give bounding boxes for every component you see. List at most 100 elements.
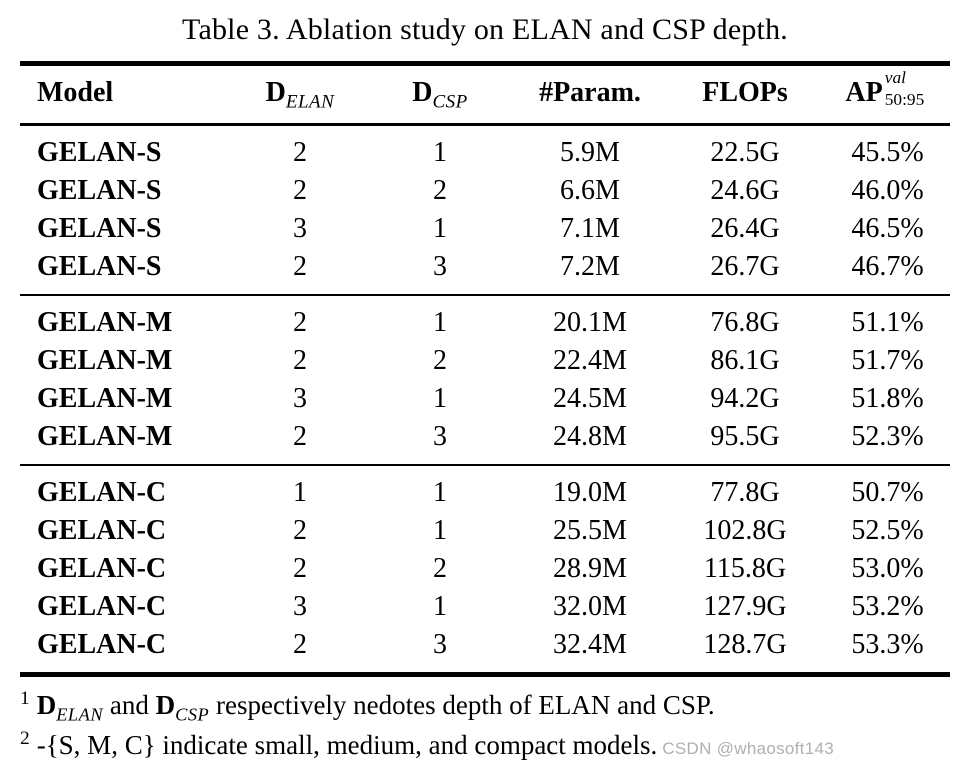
table-cell: 77.8G: [710, 477, 780, 508]
table-cell: 94.2G: [710, 383, 780, 414]
table-cell: 5.9M: [560, 137, 620, 168]
table-cell: 19.0M: [553, 477, 627, 508]
col-header-model: Model: [37, 77, 114, 108]
ap-scripts: val 50:95: [883, 69, 930, 109]
table-cell: 102.8G: [703, 515, 787, 546]
fn1-d-csp-base: D: [155, 690, 176, 720]
model-cell: GELAN-S: [37, 137, 162, 168]
table-row: GELAN-C 3 1 32.0M 127.9G 53.2%: [20, 588, 950, 626]
model-cell: GELAN-M: [37, 307, 173, 338]
table-cell: 1: [433, 137, 447, 168]
fn1-d-csp-sub: CSP: [175, 704, 210, 725]
ablation-table: Model DELAN DCSP #Param. FLOPs AP val 50:9…: [20, 61, 950, 677]
table-cell: 128.7G: [703, 629, 787, 660]
model-cell: GELAN-S: [37, 175, 162, 206]
ap-superscript: val: [884, 67, 906, 87]
table-cell: 1: [433, 515, 447, 546]
table-cell: 53.3%: [851, 629, 924, 660]
table-row: GELAN-S 2 3 7.2M 26.7G 46.7%: [20, 248, 950, 295]
table-cell: 52.3%: [851, 421, 924, 452]
watermark: CSDN @whaosoft143: [662, 739, 834, 758]
table-cell: 2: [433, 345, 447, 376]
table-group: GELAN-M 2 1 20.1M 76.8G 51.1% GELAN-M 2 2 22.4M 86…: [20, 295, 950, 465]
table-cell: 24.8M: [553, 421, 627, 452]
table-cell: 127.9G: [703, 591, 787, 622]
table-row: GELAN-S 3 1 7.1M 26.4G 46.5%: [20, 210, 950, 248]
fn2-text: -{S, M, C} indicate small, medium, and c…: [36, 730, 658, 760]
model-cell: GELAN-C: [37, 553, 167, 584]
model-cell: GELAN-M: [37, 383, 173, 414]
table-cell: 53.2%: [851, 591, 924, 622]
table-cell: 3: [433, 421, 447, 452]
table-cell: 1: [433, 383, 447, 414]
table-cell: 1: [433, 307, 447, 338]
ap-base: AP: [845, 77, 883, 108]
table-cell: 52.5%: [851, 515, 924, 546]
table-cell: 53.0%: [851, 553, 924, 584]
table-row: GELAN-M 3 1 24.5M 94.2G 51.8%: [20, 380, 950, 418]
fn1-d-elan-base: D: [36, 690, 57, 720]
table-cell: 51.1%: [851, 307, 924, 338]
table-footnotes: 1 DELAN and DCSP respectively nedotes dep…: [20, 687, 960, 767]
model-cell: GELAN-M: [37, 421, 173, 452]
table-row: GELAN-C 2 2 28.9M 115.8G 53.0%: [20, 550, 950, 588]
table-cell: 86.1G: [710, 345, 780, 376]
model-cell: GELAN-M: [37, 345, 173, 376]
table-cell: 46.7%: [851, 251, 924, 282]
table-cell: 2: [293, 629, 307, 660]
table-group: GELAN-C 1 1 19.0M 77.8G 50.7% GELAN-C 2 1 25.5M 10…: [20, 465, 950, 675]
fn1-rest-text: respectively nedotes depth of ELAN and C…: [209, 690, 715, 720]
footnote-2: 2 -{S, M, C} indicate small, medium, and …: [20, 727, 960, 767]
table-cell: 51.8%: [851, 383, 924, 414]
model-cell: GELAN-S: [37, 213, 162, 244]
table-row: GELAN-S 2 1 5.9M 22.5G 45.5%: [20, 125, 950, 173]
table-cell: 25.5M: [553, 515, 627, 546]
table-cell: 2: [293, 251, 307, 282]
table-cell: 7.1M: [560, 213, 620, 244]
header-row: Model DELAN DCSP #Param. FLOPs AP val 50:9…: [20, 64, 950, 125]
model-cell: GELAN-C: [37, 515, 167, 546]
table-cell: 1: [293, 477, 307, 508]
col-header-flops: FLOPs: [702, 77, 788, 108]
table-row: GELAN-M 2 1 20.1M 76.8G 51.1%: [20, 295, 950, 342]
table-cell: 32.0M: [553, 591, 627, 622]
fn1-mid-text: and: [103, 690, 156, 720]
d-elan-sub: ELAN: [285, 91, 335, 113]
col-header-ap: AP val 50:95: [825, 64, 950, 125]
table-cell: 3: [293, 213, 307, 244]
table-cell: 115.8G: [703, 553, 787, 584]
table-cell: 32.4M: [553, 629, 627, 660]
table-row: GELAN-M 2 3 24.8M 95.5G 52.3%: [20, 418, 950, 465]
table-cell: 2: [433, 175, 447, 206]
table-cell: 22.5G: [710, 137, 780, 168]
table-cell: 6.6M: [560, 175, 620, 206]
table-cell: 2: [293, 175, 307, 206]
table-cell: 1: [433, 213, 447, 244]
table-cell: 2: [293, 307, 307, 338]
table-cell: 95.5G: [710, 421, 780, 452]
table-cell: 7.2M: [560, 251, 620, 282]
table-cell: 28.9M: [553, 553, 627, 584]
table-cell: 2: [293, 345, 307, 376]
table-cell: 20.1M: [553, 307, 627, 338]
table-cell: 46.5%: [851, 213, 924, 244]
table-cell: 76.8G: [710, 307, 780, 338]
model-cell: GELAN-C: [37, 477, 167, 508]
model-cell: GELAN-C: [37, 591, 167, 622]
table-row: GELAN-M 2 2 22.4M 86.1G 51.7%: [20, 342, 950, 380]
table-cell: 51.7%: [851, 345, 924, 376]
table-cell: 3: [433, 629, 447, 660]
table-cell: 3: [433, 251, 447, 282]
model-cell: GELAN-C: [37, 629, 167, 660]
col-header-params: #Param.: [539, 77, 641, 108]
table-cell: 3: [293, 383, 307, 414]
table-cell: 26.4G: [710, 213, 780, 244]
table-cell: 1: [433, 591, 447, 622]
table-cell: 2: [293, 553, 307, 584]
table-cell: 50.7%: [851, 477, 924, 508]
table-cell: 2: [433, 553, 447, 584]
table-cell: 3: [293, 591, 307, 622]
col-header-d-elan: DELAN: [235, 64, 365, 125]
table-cell: 46.0%: [851, 175, 924, 206]
